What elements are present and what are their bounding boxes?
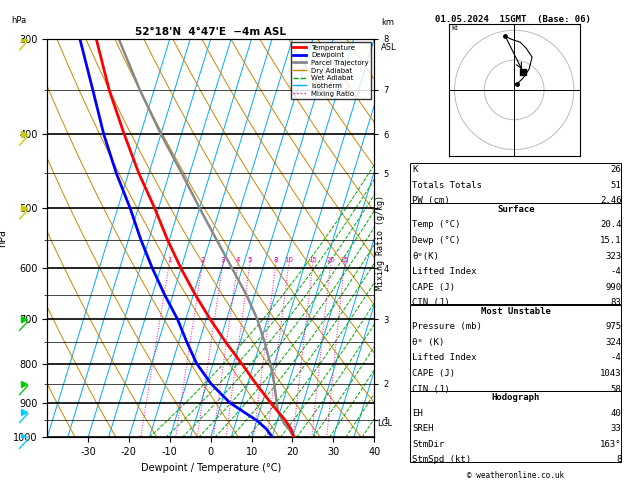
Text: 58: 58 — [611, 384, 621, 394]
Text: Surface: Surface — [497, 205, 535, 214]
Text: CAPE (J): CAPE (J) — [412, 283, 455, 292]
Text: 20: 20 — [326, 257, 335, 263]
Text: StmDir: StmDir — [412, 440, 444, 449]
Text: 990: 990 — [605, 283, 621, 292]
Text: 01.05.2024  15GMT  (Base: 06): 01.05.2024 15GMT (Base: 06) — [435, 15, 591, 24]
Text: 1043: 1043 — [600, 369, 621, 378]
Text: 4: 4 — [236, 257, 240, 263]
Text: ASL: ASL — [381, 43, 396, 52]
Text: 15: 15 — [309, 257, 318, 263]
Text: hPa: hPa — [11, 16, 26, 25]
Text: 10: 10 — [284, 257, 293, 263]
Text: Temp (°C): Temp (°C) — [412, 221, 460, 229]
Text: EH: EH — [412, 409, 423, 417]
Text: Dewp (°C): Dewp (°C) — [412, 236, 460, 245]
Text: 2.46: 2.46 — [600, 196, 621, 206]
Text: K: K — [412, 165, 418, 174]
Text: CAPE (J): CAPE (J) — [412, 369, 455, 378]
Text: Hodograph: Hodograph — [492, 393, 540, 402]
Text: StmSpd (kt): StmSpd (kt) — [412, 455, 471, 464]
Text: 1: 1 — [167, 257, 172, 263]
Legend: Temperature, Dewpoint, Parcel Trajectory, Dry Adiabat, Wet Adiabat, Isotherm, Mi: Temperature, Dewpoint, Parcel Trajectory… — [291, 42, 370, 99]
Text: Pressure (mb): Pressure (mb) — [412, 322, 482, 331]
Title: 52°18'N  4°47'E  −4m ASL: 52°18'N 4°47'E −4m ASL — [135, 27, 286, 37]
Text: 323: 323 — [605, 252, 621, 260]
Text: Mixing Ratio (g/kg): Mixing Ratio (g/kg) — [376, 195, 385, 291]
Text: Most Unstable: Most Unstable — [481, 307, 551, 316]
X-axis label: Dewpoint / Temperature (°C): Dewpoint / Temperature (°C) — [141, 463, 281, 473]
Text: 2: 2 — [200, 257, 204, 263]
Text: LCL: LCL — [377, 419, 392, 428]
Text: km: km — [381, 18, 394, 27]
Text: 25: 25 — [340, 257, 349, 263]
Text: 8: 8 — [274, 257, 278, 263]
Text: 33: 33 — [611, 424, 621, 433]
Text: θᵉ(K): θᵉ(K) — [412, 252, 439, 260]
Text: 26: 26 — [611, 165, 621, 174]
Text: Lifted Index: Lifted Index — [412, 267, 477, 276]
Y-axis label: hPa: hPa — [0, 229, 8, 247]
Text: 83: 83 — [611, 298, 621, 307]
Text: © weatheronline.co.uk: © weatheronline.co.uk — [467, 471, 564, 480]
Text: 8: 8 — [616, 455, 621, 464]
Text: 20.4: 20.4 — [600, 221, 621, 229]
Text: θᵉ (K): θᵉ (K) — [412, 338, 444, 347]
Text: CIN (J): CIN (J) — [412, 298, 450, 307]
Text: 40: 40 — [611, 409, 621, 417]
Text: Lifted Index: Lifted Index — [412, 353, 477, 363]
Text: Totals Totals: Totals Totals — [412, 181, 482, 190]
Text: -4: -4 — [611, 267, 621, 276]
Text: 975: 975 — [605, 322, 621, 331]
Text: 51: 51 — [611, 181, 621, 190]
Text: kt: kt — [452, 25, 459, 31]
Text: CIN (J): CIN (J) — [412, 384, 450, 394]
Text: 15.1: 15.1 — [600, 236, 621, 245]
Text: 163°: 163° — [600, 440, 621, 449]
Text: SREH: SREH — [412, 424, 433, 433]
Text: PW (cm): PW (cm) — [412, 196, 450, 206]
Text: 5: 5 — [248, 257, 252, 263]
Text: 3: 3 — [221, 257, 225, 263]
Text: -4: -4 — [611, 353, 621, 363]
Text: 324: 324 — [605, 338, 621, 347]
